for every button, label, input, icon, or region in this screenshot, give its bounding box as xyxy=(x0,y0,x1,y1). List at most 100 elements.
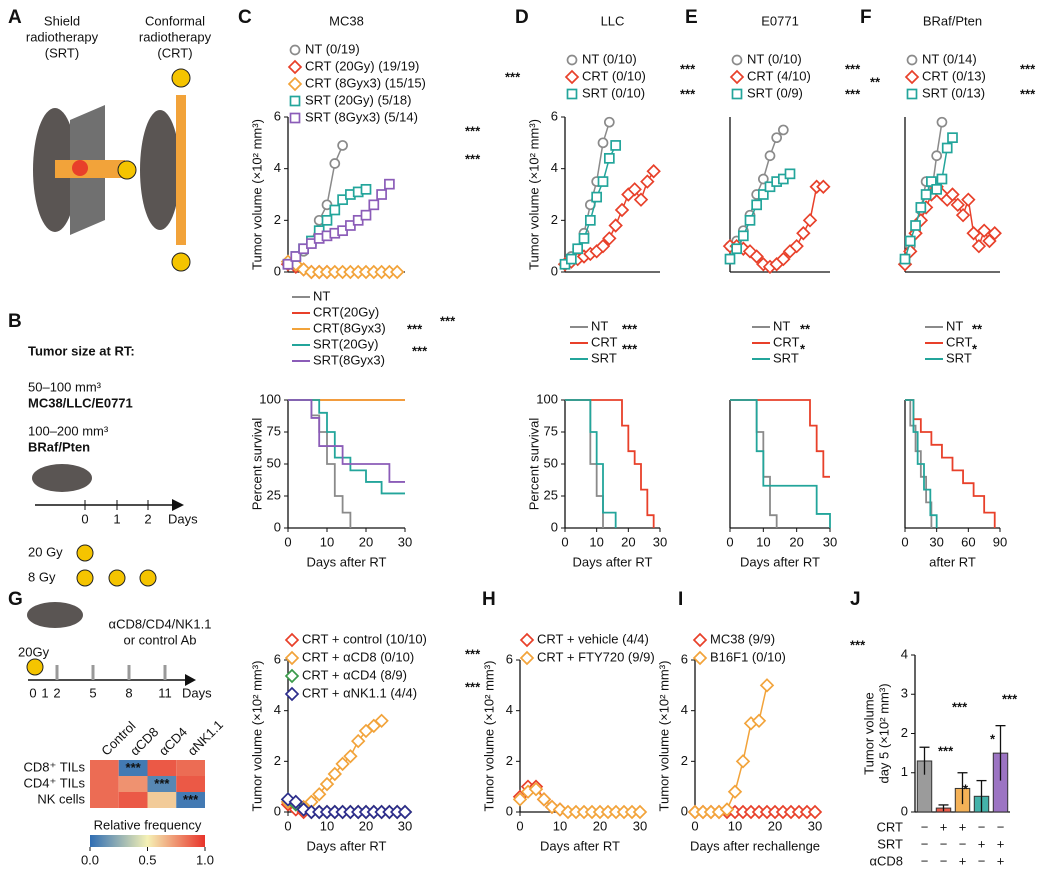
legend-swatch xyxy=(566,88,578,100)
marker xyxy=(955,207,971,223)
condition-sign: − xyxy=(997,819,1005,834)
x-tick-label: 30 xyxy=(929,534,943,549)
marker xyxy=(759,678,775,693)
x-tick-label: 0 xyxy=(691,818,698,833)
marker xyxy=(735,754,751,769)
marker xyxy=(290,251,302,262)
condition-sign: − xyxy=(959,836,967,851)
radiation-icon xyxy=(26,658,44,676)
radiation-icon xyxy=(171,252,191,272)
marker xyxy=(961,192,976,207)
legend-label: SRT (0/9) xyxy=(747,85,803,100)
survival-curve xyxy=(565,399,655,528)
panel-label: B xyxy=(8,311,22,332)
panel-b-schematic: Tumor size at RT: 50–100 mm³ MC38/LLC/E0… xyxy=(28,343,198,587)
y-tick-label: 0 xyxy=(551,519,558,534)
legend-label: CRT (20Gy) (19/19) xyxy=(305,58,419,73)
y-tick-label: 25 xyxy=(544,487,558,502)
column-label: αCD4 xyxy=(156,724,190,758)
legend-swatch xyxy=(289,112,301,124)
heatmap-cell xyxy=(90,760,119,776)
y-tick-label: 0 xyxy=(506,803,513,818)
radiation-icon xyxy=(76,569,94,587)
y-axis-label: Tumor volume (×10² mm³) xyxy=(481,661,496,812)
survival-curve xyxy=(905,399,996,528)
significance: *** xyxy=(465,679,481,694)
significance: *** xyxy=(1020,61,1036,76)
marker xyxy=(731,243,743,255)
dose-label: 20 Gy xyxy=(28,544,63,559)
legend-label: NT (0/10) xyxy=(582,51,637,66)
heatmap-cell xyxy=(176,760,205,776)
label: radiotherapy xyxy=(26,29,99,44)
cell-label: *** xyxy=(154,776,170,791)
row-label: CD8⁺ TILs xyxy=(23,759,85,774)
label: Conformal xyxy=(145,13,205,28)
y-axis-label: Tumor volume (×10² mm³) xyxy=(656,661,671,812)
marker xyxy=(646,164,661,179)
marker xyxy=(572,243,584,255)
heatmap-cell xyxy=(90,776,119,792)
y-tick-label: 50 xyxy=(544,455,558,470)
marker xyxy=(737,230,749,242)
marker xyxy=(578,233,590,244)
y-tick-label: 6 xyxy=(274,651,281,666)
y-axis-label: Tumor volume (×10² mm³) xyxy=(249,119,264,270)
panel-label: I xyxy=(678,589,683,610)
significance: *** xyxy=(505,69,521,84)
panel-label: J xyxy=(850,589,861,610)
legend-swatch xyxy=(284,650,300,666)
radiation-icon xyxy=(117,160,137,180)
marker xyxy=(757,173,769,185)
marker xyxy=(397,804,413,820)
legend-swatch xyxy=(904,69,920,85)
legend-label: CRT + control (10/10) xyxy=(302,631,427,646)
marker xyxy=(719,802,735,817)
x-tick-label: 60 xyxy=(961,534,975,549)
label: or control Ab xyxy=(124,632,197,647)
x-tick-label: 10 xyxy=(728,818,742,833)
significance: ** xyxy=(972,321,983,336)
marker xyxy=(536,792,552,807)
marker xyxy=(966,226,981,241)
x-axis-label: after RT xyxy=(929,554,976,569)
significance: * xyxy=(990,731,996,746)
significance: *** xyxy=(680,86,696,101)
colorbar-title: Relative frequency xyxy=(94,817,202,832)
marker xyxy=(565,253,577,265)
legend-label: CRT + FTY720 (9/9) xyxy=(537,649,655,664)
legend-label: CRT xyxy=(946,334,973,349)
marker xyxy=(947,132,958,144)
marker xyxy=(608,218,623,233)
legend-swatch xyxy=(729,69,745,85)
x-tick-label: 20 xyxy=(593,818,607,833)
legend-label: CRT xyxy=(591,334,618,349)
marker xyxy=(603,116,615,128)
legend-label: SRT (8Gyx3) (5/14) xyxy=(305,109,418,124)
y-tick-label: 0 xyxy=(274,519,281,534)
significance: *** xyxy=(1002,691,1018,706)
y-tick-label: 4 xyxy=(551,160,558,175)
x-tick-label: 10 xyxy=(320,818,334,833)
marker xyxy=(319,776,335,792)
marker xyxy=(727,784,743,799)
significance: * xyxy=(963,781,969,796)
legend-swatch xyxy=(284,686,300,702)
survival-curve xyxy=(905,399,938,528)
panel-label: H xyxy=(482,589,496,610)
beam xyxy=(55,160,125,178)
marker xyxy=(899,253,911,265)
marker xyxy=(936,116,948,128)
x-tick-label: 90 xyxy=(993,534,1007,549)
y-axis-label: day 5 (×10² mm³) xyxy=(876,683,891,783)
significance: *** xyxy=(465,151,481,166)
legend-swatch xyxy=(519,650,535,666)
legend-swatch xyxy=(284,632,300,648)
survival-curve xyxy=(730,399,831,528)
label: (CRT) xyxy=(157,45,192,60)
y-tick-label: 100 xyxy=(259,391,281,406)
label: Tumor size at RT: xyxy=(28,343,135,358)
label: 100–200 mm³ xyxy=(28,423,109,438)
marker xyxy=(632,804,648,820)
timeline-label: 2 xyxy=(144,511,151,526)
